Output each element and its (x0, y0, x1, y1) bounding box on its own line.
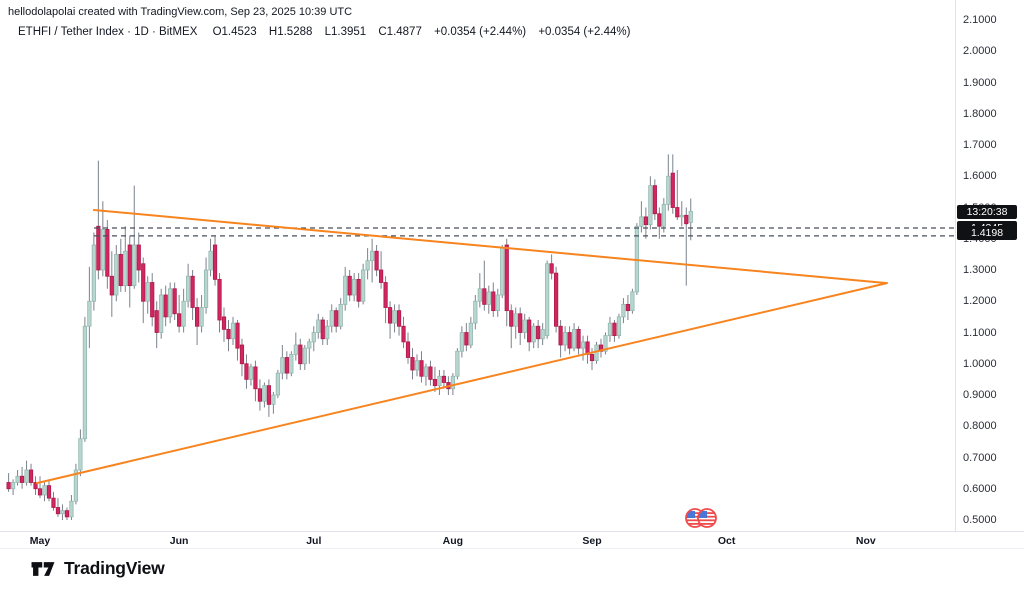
time-axis-separator (0, 531, 1024, 532)
price-axis[interactable]: 2.10002.00001.90001.80001.70001.60001.50… (956, 0, 1024, 531)
price-tick-label: 2.1000 (963, 14, 997, 26)
tradingview-logo-text: TradingView (64, 558, 165, 578)
month-tick-label: Oct (717, 535, 736, 547)
candles-series (6, 154, 693, 520)
price-tick-label: 0.9000 (963, 389, 997, 401)
month-tick-label: May (29, 535, 51, 547)
triangle-drawing[interactable] (35, 209, 888, 485)
price-tick-label: 1.7000 (963, 139, 997, 151)
ohlc-open: O1.4523 (212, 26, 257, 38)
us-market-holiday-icon[interactable] (684, 506, 718, 530)
dashed-level-lines[interactable] (94, 227, 957, 237)
ohlc-low: L1.3951 (324, 26, 367, 38)
change-value: +0.0354 (+2.44%) (434, 26, 527, 38)
ohlc-close: C1.4877 (378, 26, 422, 38)
chart-legend: ETHFI / Tether Index · 1D · BitMEX O1.45… (18, 26, 639, 38)
symbol-title[interactable]: ETHFI / Tether Index · 1D · BitMEX (18, 26, 198, 38)
change-value-secondary: +0.0354 (+2.44%) (538, 26, 631, 38)
month-tick-label: Jul (306, 535, 322, 547)
month-tick-label: Aug (442, 535, 464, 547)
price-axis-separator (955, 0, 956, 531)
price-tick-label: 2.0000 (963, 45, 997, 58)
ohlc-high: H1.5288 (268, 26, 313, 38)
price-tick-label: 1.0000 (963, 357, 997, 370)
price-tick-label: 0.8000 (963, 420, 997, 433)
month-tick-label: Sep (582, 535, 602, 547)
price-tick-label: 1.2000 (963, 295, 997, 308)
price-tick-label: 0.7000 (963, 451, 997, 464)
price-tick-label: 0.6000 (963, 482, 997, 495)
watermark-text: hellodolapolai created with TradingView.… (8, 6, 353, 18)
month-tick-label: Jun (169, 535, 189, 547)
last-price-label: 1.4198 (957, 225, 1017, 240)
price-tick-label: 0.5000 (963, 514, 997, 526)
month-tick-label: Nov (855, 535, 876, 547)
price-tick-label: 1.1000 (963, 326, 997, 339)
time-axis[interactable]: May Jun Jul Aug Sep Oct Nov (0, 532, 955, 548)
tradingview-logo-icon (31, 561, 55, 576)
price-tick-label: 1.6000 (963, 170, 997, 183)
price-tick-label: 1.3000 (963, 264, 997, 276)
widget-bottom-border (0, 548, 1024, 549)
tradingview-logo[interactable]: TradingView (30, 558, 165, 579)
price-tick-label: 1.9000 (963, 76, 997, 89)
bar-countdown-label: 13:20:38 (957, 205, 1017, 220)
price-tick-label: 1.8000 (963, 107, 997, 120)
